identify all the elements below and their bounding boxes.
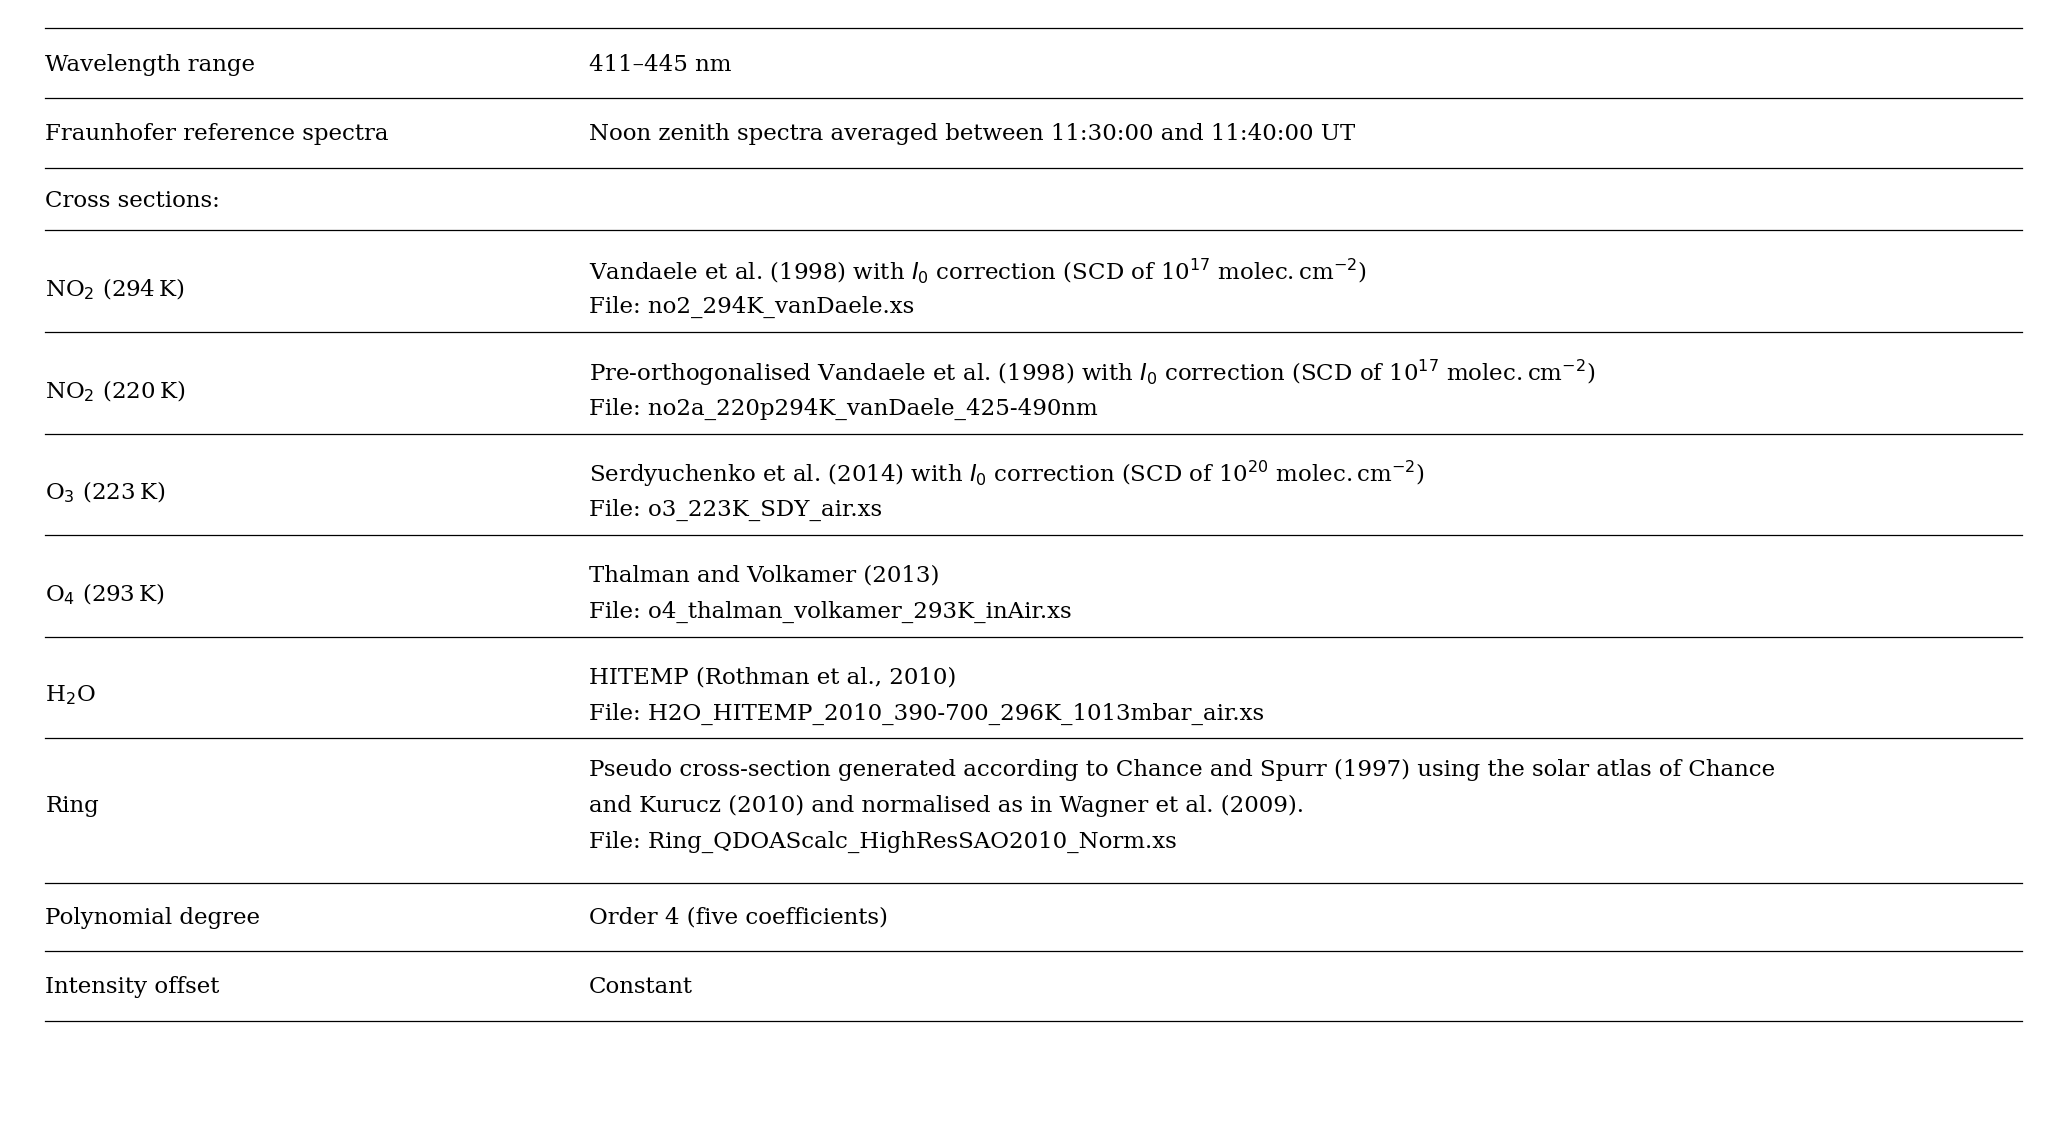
Text: File: o3_223K_SDY_air.xs: File: o3_223K_SDY_air.xs bbox=[589, 499, 883, 522]
Text: O$_3$ (223 K): O$_3$ (223 K) bbox=[45, 480, 165, 505]
Text: Polynomial degree: Polynomial degree bbox=[45, 907, 260, 929]
Text: O$_4$ (293 K): O$_4$ (293 K) bbox=[45, 581, 165, 606]
Text: Wavelength range: Wavelength range bbox=[45, 54, 256, 77]
Text: Serdyuchenko et al. (2014) with $I_0$ correction (SCD of 10$^{20}$ molec. cm$^{-: Serdyuchenko et al. (2014) with $I_0$ co… bbox=[589, 460, 1424, 489]
Text: Constant: Constant bbox=[589, 975, 692, 998]
Text: Noon zenith spectra averaged between 11:30:00 and 11:40:00 UT: Noon zenith spectra averaged between 11:… bbox=[589, 123, 1356, 146]
Text: Pseudo cross-section generated according to Chance and Spurr (1997) using the so: Pseudo cross-section generated according… bbox=[589, 759, 1776, 781]
Text: NO$_2$ (294 K): NO$_2$ (294 K) bbox=[45, 277, 186, 301]
Text: Fraunhofer reference spectra: Fraunhofer reference spectra bbox=[45, 123, 389, 146]
Text: H$_2$O: H$_2$O bbox=[45, 683, 95, 708]
Text: Vandaele et al. (1998) with $I_0$ correction (SCD of 10$^{17}$ molec. cm$^{-2}$): Vandaele et al. (1998) with $I_0$ correc… bbox=[589, 256, 1366, 286]
Text: File: no2_294K_vanDaele.xs: File: no2_294K_vanDaele.xs bbox=[589, 296, 914, 318]
Text: Ring: Ring bbox=[45, 795, 99, 817]
Text: 411–445 nm: 411–445 nm bbox=[589, 54, 732, 77]
Text: HITEMP (Rothman et al., 2010): HITEMP (Rothman et al., 2010) bbox=[589, 666, 957, 689]
Text: File: H2O_HITEMP_2010_390-700_296K_1013mbar_air.xs: File: H2O_HITEMP_2010_390-700_296K_1013m… bbox=[589, 702, 1265, 725]
Text: NO$_2$ (220 K): NO$_2$ (220 K) bbox=[45, 378, 186, 403]
Text: File: no2a_220p294K_vanDaele_425-490nm: File: no2a_220p294K_vanDaele_425-490nm bbox=[589, 397, 1098, 420]
Text: Intensity offset: Intensity offset bbox=[45, 975, 219, 998]
Text: Order 4 (five coefficients): Order 4 (five coefficients) bbox=[589, 907, 889, 929]
Text: and Kurucz (2010) and normalised as in Wagner et al. (2009).: and Kurucz (2010) and normalised as in W… bbox=[589, 795, 1304, 817]
Text: Thalman and Volkamer (2013): Thalman and Volkamer (2013) bbox=[589, 564, 940, 587]
Text: Pre-orthogonalised Vandaele et al. (1998) with $I_0$ correction (SCD of 10$^{17}: Pre-orthogonalised Vandaele et al. (1998… bbox=[589, 358, 1596, 387]
Text: Cross sections:: Cross sections: bbox=[45, 190, 221, 212]
Text: File: o4_thalman_volkamer_293K_inAir.xs: File: o4_thalman_volkamer_293K_inAir.xs bbox=[589, 601, 1071, 623]
Text: File: Ring_QDOAScalc_HighResSAO2010_Norm.xs: File: Ring_QDOAScalc_HighResSAO2010_Norm… bbox=[589, 831, 1176, 854]
